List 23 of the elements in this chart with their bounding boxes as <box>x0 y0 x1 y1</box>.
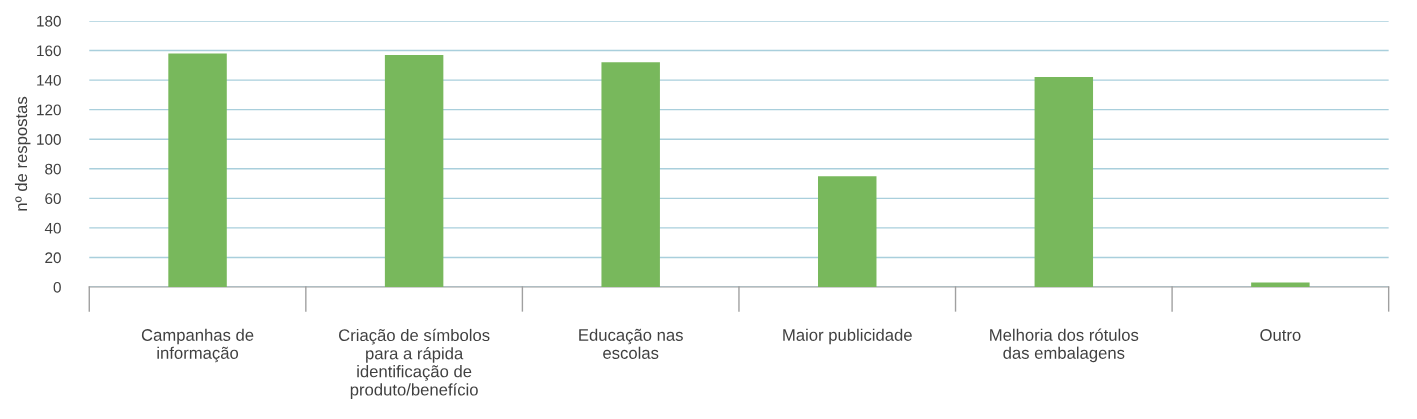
x-tick-label: Criação de símbolos para a rápida identificação de produto/benefício <box>339 328 490 399</box>
y-tick-label: 160 <box>37 45 61 57</box>
bar <box>384 54 444 288</box>
x-tick-label: Educação nas escolas <box>579 328 683 359</box>
bar <box>818 176 877 288</box>
y-tick-label: 20 <box>45 252 61 264</box>
x-tick-label: Melhoria dos rótulos das embalagens <box>990 328 1139 363</box>
y-tick-label: 100 <box>37 134 61 145</box>
bar <box>1034 77 1094 288</box>
y-axis-title: nº de respostas <box>14 96 31 211</box>
y-tick-label: 0 <box>53 281 61 293</box>
y-tick-label: 40 <box>44 222 61 234</box>
x-tick-label: Campanhas de informação <box>141 328 254 363</box>
x-tick-label: Maior publicidade <box>783 328 912 345</box>
bar <box>601 62 660 288</box>
y-tick-label: 80 <box>45 163 61 175</box>
y-tick-label: 140 <box>37 74 61 86</box>
x-tick-label: Outro <box>1260 329 1301 341</box>
y-tick-label: 180 <box>37 15 61 27</box>
bar <box>1251 282 1310 288</box>
y-tick-label: 60 <box>45 193 61 205</box>
y-tick-label: 120 <box>37 104 61 116</box>
bar <box>168 53 227 288</box>
